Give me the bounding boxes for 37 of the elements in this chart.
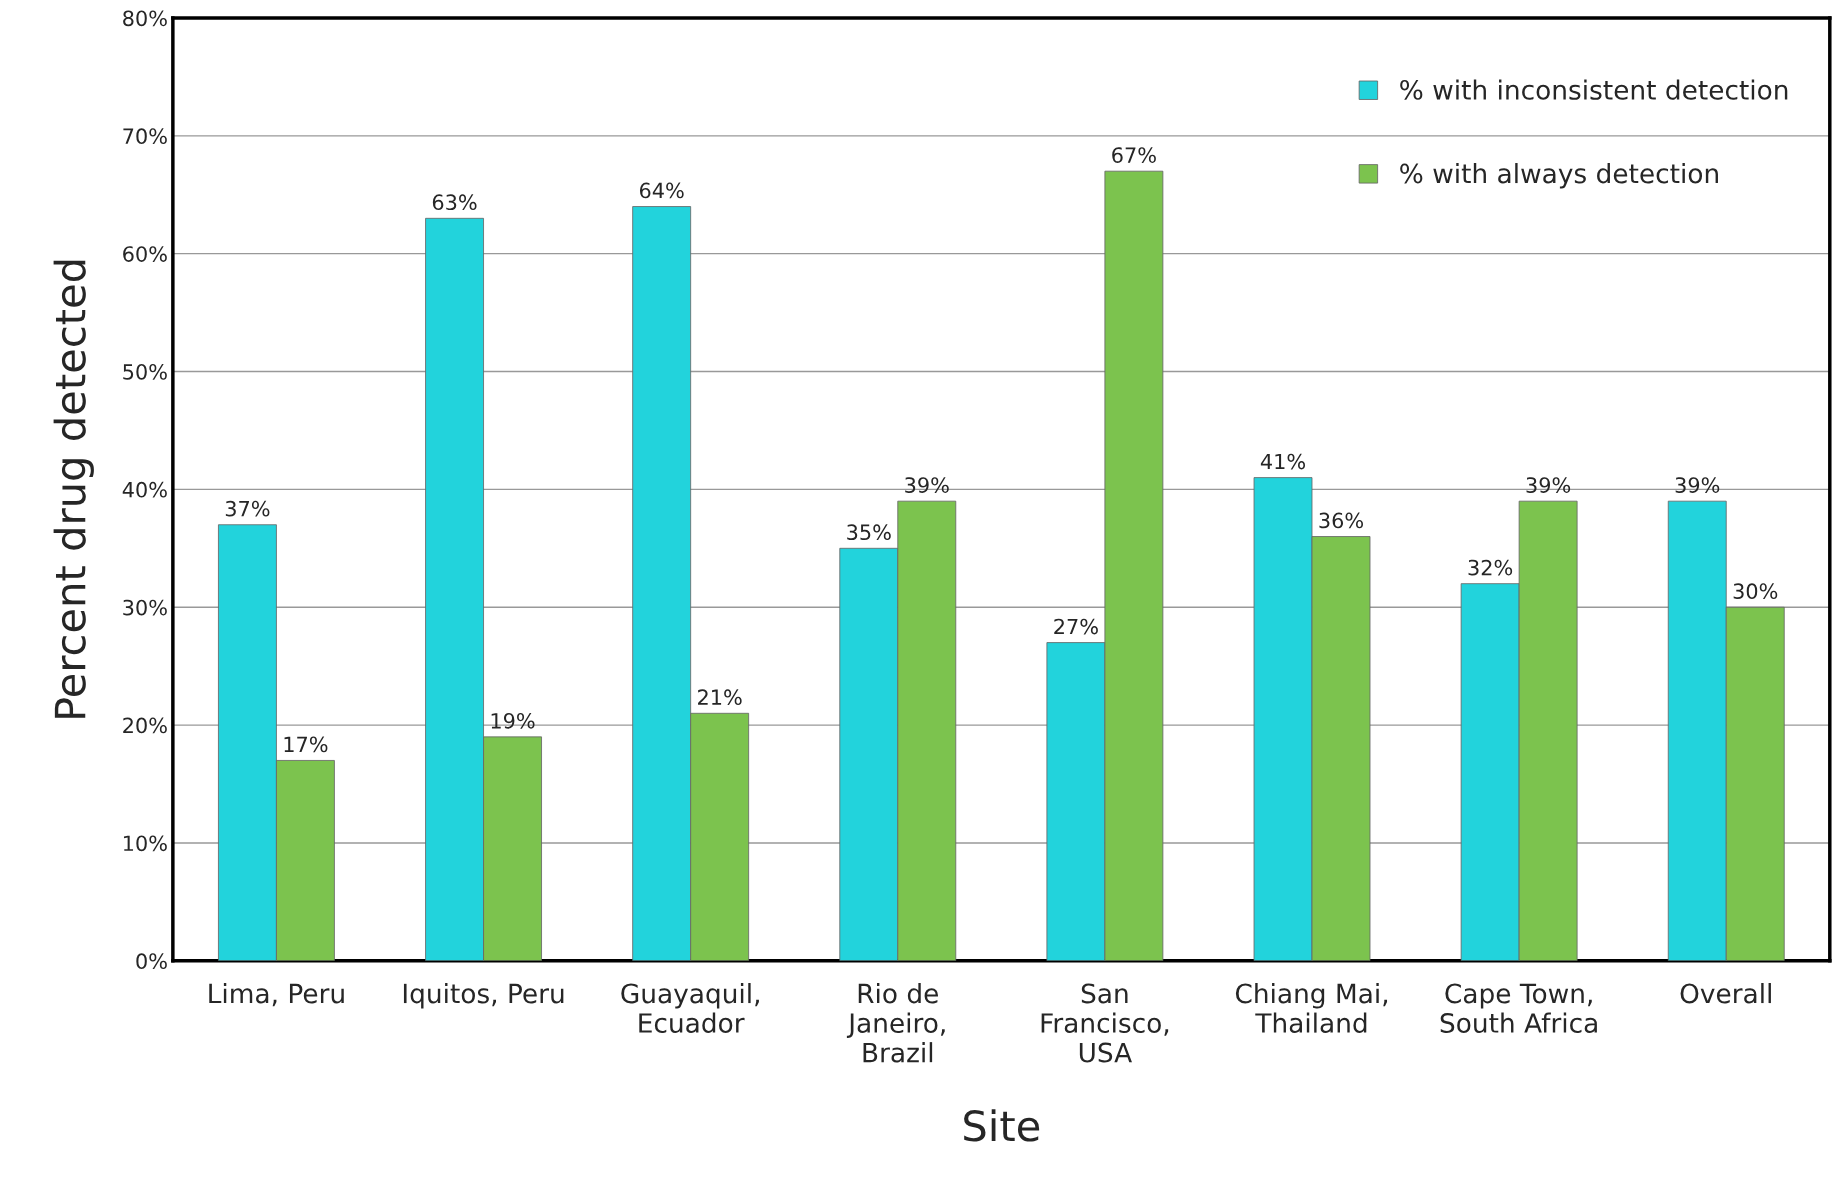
x-tick-label: Guayaquil, Ecuador <box>621 983 759 1033</box>
y-tick-label: 30% <box>123 599 167 616</box>
legend-label: % with always detection <box>1400 163 1718 189</box>
y-tick-label: 20% <box>123 717 167 734</box>
x-tick-label: San Francisco, USA <box>1041 983 1169 1063</box>
x-axis-title: Site <box>964 1109 1040 1142</box>
y-tick-label: 10% <box>123 835 167 852</box>
x-tick-label: Rio de Janeiro, Brazil <box>846 983 945 1063</box>
y-tick-label: 60% <box>123 246 167 262</box>
data-label: 19% <box>491 712 535 729</box>
data-label: 67% <box>1112 147 1156 163</box>
data-label: 39% <box>1675 477 1720 493</box>
y-tick-label: 0% <box>136 953 167 970</box>
legend-label: % with inconsistent detection <box>1400 79 1788 100</box>
data-label: 17% <box>284 736 328 753</box>
data-label: 35% <box>847 524 891 541</box>
data-label: 37% <box>225 500 270 517</box>
x-tick-label: Cape Town, South Africa <box>1440 983 1597 1033</box>
data-label: 32% <box>1468 559 1513 576</box>
data-label: 21% <box>698 689 742 706</box>
data-label: 27% <box>1054 618 1098 635</box>
data-label: 39% <box>905 477 949 493</box>
data-label: 63% <box>432 194 477 211</box>
data-label: 41% <box>1260 453 1306 470</box>
y-tick-label: 40% <box>122 481 167 498</box>
data-label: 39% <box>1526 477 1571 493</box>
y-tick-label: 70% <box>123 128 167 145</box>
y-tick-label: 80% <box>123 10 167 27</box>
x-tick-label: Overall <box>1680 983 1771 1004</box>
y-axis-title: Percent drug detected <box>53 260 94 718</box>
data-label: 64% <box>639 182 684 199</box>
x-tick-label: Chiang Mai, Thailand <box>1235 983 1388 1033</box>
y-tick-label: 50% <box>123 363 167 380</box>
data-label: 36% <box>1319 512 1364 529</box>
data-label: 30% <box>1733 583 1778 600</box>
x-tick-label: Lima, Peru <box>209 983 344 1007</box>
x-tick-label: Iquitos, Peru <box>403 983 564 1009</box>
